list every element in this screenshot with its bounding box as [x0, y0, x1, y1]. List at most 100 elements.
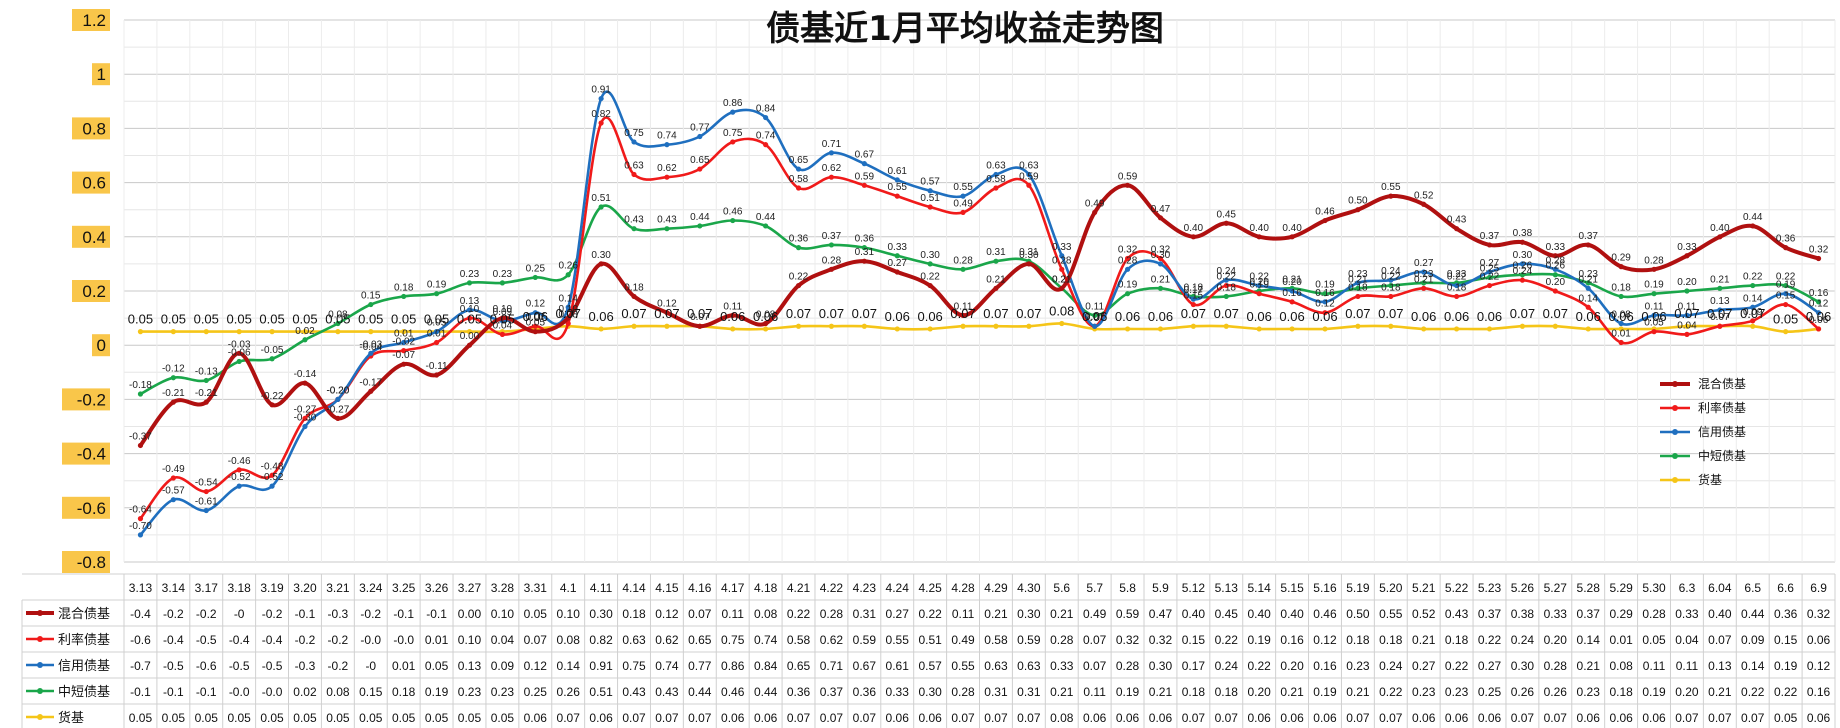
data-point — [1684, 288, 1690, 294]
table-cell: 0.50 — [1346, 607, 1370, 621]
table-cell: 0.74 — [754, 633, 778, 647]
data-label: -0.22 — [261, 391, 284, 402]
data-point — [1519, 277, 1526, 283]
data-point — [1486, 282, 1493, 289]
data-point — [1223, 277, 1229, 283]
table-cell: 0.06 — [524, 711, 548, 725]
table-cell: 0.02 — [293, 685, 317, 699]
data-point — [960, 266, 966, 272]
data-label: 0.16 — [1282, 288, 1302, 299]
data-point — [993, 258, 999, 264]
data-point — [1519, 272, 1526, 278]
data-label: 0.43 — [1447, 215, 1467, 226]
data-label: 0.23 — [460, 269, 480, 280]
table-cell: 0.06 — [1412, 711, 1436, 725]
data-point — [861, 182, 867, 188]
data-point — [730, 139, 736, 145]
data-label: 0.05 — [391, 312, 416, 327]
data-label: -0.30 — [294, 413, 317, 424]
data-point — [203, 329, 209, 335]
data-label: 0.07 — [1085, 312, 1105, 323]
data-point — [1026, 171, 1032, 178]
x-tick-label: 4.14 — [622, 581, 646, 595]
y-tick-label: 1.2 — [82, 11, 106, 30]
data-label: -0.61 — [195, 497, 218, 508]
data-point — [795, 166, 802, 172]
data-label: 0.65 — [789, 155, 809, 166]
data-point — [532, 310, 538, 316]
data-label: 0.06 — [720, 309, 745, 324]
data-label: 0.12 — [657, 299, 677, 310]
table-cell: 0.18 — [1379, 633, 1403, 647]
data-label: 0.07 — [786, 306, 811, 321]
data-point — [828, 323, 835, 329]
table-cell: 0.08 — [754, 607, 778, 621]
data-point — [1223, 293, 1229, 300]
data-point — [763, 326, 769, 332]
table-cell: 0.07 — [1511, 711, 1535, 725]
table-cell: 0.33 — [1675, 607, 1699, 621]
data-point — [1717, 323, 1723, 329]
data-point — [1190, 296, 1196, 302]
y-tick-highlight — [72, 117, 110, 140]
data-label: 0.07 — [621, 306, 646, 321]
data-point — [170, 399, 176, 405]
table-cell: 0.28 — [1544, 659, 1568, 673]
table-cell: 0.36 — [1774, 607, 1798, 621]
data-label: 0.05 — [227, 312, 252, 327]
table-series-name: 利率债基 — [58, 632, 110, 648]
data-label: 0.07 — [526, 312, 546, 323]
data-point — [1421, 285, 1427, 291]
table-cell: 0.13 — [458, 659, 482, 673]
table-cell: 0.74 — [655, 659, 679, 673]
data-label: 0.24 — [1513, 266, 1533, 277]
table-cell: 0.75 — [721, 633, 745, 647]
data-label: 0.21 — [1414, 274, 1434, 285]
table-cell: -0.3 — [328, 607, 349, 621]
x-tick-label: 3.19 — [260, 581, 284, 595]
data-label: 0.06 — [1608, 309, 1633, 324]
data-point — [795, 245, 802, 251]
table-cell: 0.58 — [787, 633, 811, 647]
x-tick-label: 6.3 — [1679, 581, 1696, 595]
data-label: 0.18 — [1611, 282, 1631, 293]
table-cell: 0.05 — [129, 711, 153, 725]
table-cell: 0.14 — [557, 659, 581, 673]
data-label: 0.75 — [723, 128, 743, 139]
data-label: 0.02 — [295, 326, 315, 337]
data-label: 0.05 — [427, 318, 447, 329]
data-label: 0.05 — [325, 312, 350, 327]
table-cell: 0.18 — [1609, 685, 1633, 699]
data-label: 0.51 — [920, 193, 940, 204]
data-point — [203, 507, 209, 514]
data-label: 0.05 — [424, 312, 449, 327]
table-cell: 0.44 — [754, 685, 778, 699]
data-label: 0.00 — [460, 331, 480, 342]
x-tick-label: 3.20 — [293, 581, 317, 595]
table-cell: 0.11 — [721, 607, 744, 621]
table-cell: 0.61 — [886, 659, 910, 673]
table-cell: -0.4 — [163, 633, 184, 647]
table-cell: 0.31 — [1017, 685, 1041, 699]
data-point — [664, 226, 670, 232]
data-point — [1421, 326, 1427, 332]
data-point — [1223, 323, 1229, 329]
data-point — [1092, 209, 1098, 216]
table-cell: 0.22 — [918, 607, 942, 621]
data-label: -0.37 — [129, 431, 152, 442]
table-cell: 0.05 — [425, 711, 449, 725]
x-tick-label: 5.26 — [1511, 581, 1535, 595]
table-cell: 0.16 — [1280, 633, 1304, 647]
data-label: 0.36 — [1776, 234, 1796, 245]
data-label: 0.06 — [1115, 309, 1140, 324]
data-point — [894, 269, 900, 275]
table-cell: 0.13 — [1708, 659, 1732, 673]
x-tick-label: 3.26 — [425, 581, 449, 595]
data-point — [137, 329, 144, 335]
data-label: 0.20 — [1249, 277, 1269, 288]
data-label: 0.26 — [1513, 261, 1533, 272]
data-point — [1124, 182, 1131, 188]
data-label: 0.82 — [591, 109, 611, 120]
data-point — [499, 331, 505, 337]
data-label: 0.31 — [855, 247, 875, 258]
